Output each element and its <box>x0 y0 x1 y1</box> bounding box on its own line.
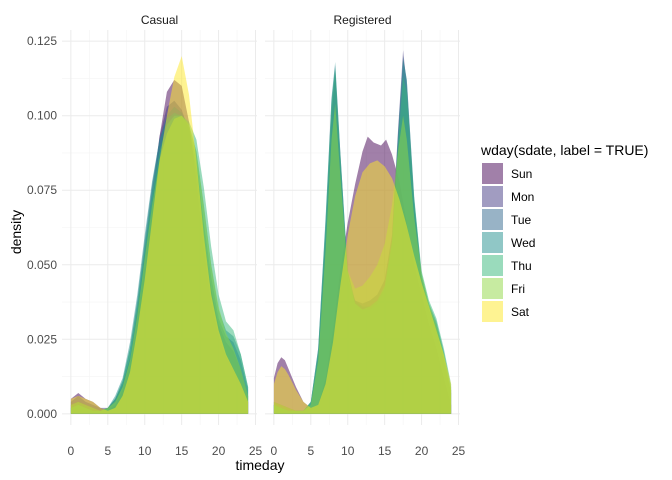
legend-item-wed: Wed <box>482 232 535 253</box>
legend-swatch <box>482 278 503 299</box>
facet-strip-label: Registered <box>333 13 391 27</box>
legend-label: Mon <box>511 190 534 204</box>
legend-swatch <box>482 232 503 253</box>
legend-item-sun: Sun <box>482 163 532 184</box>
y-tick-label: 0.075 <box>27 183 57 197</box>
legend-swatch <box>482 209 503 230</box>
legend-item-fri: Fri <box>482 278 525 299</box>
x-tick-label: 5 <box>307 444 314 458</box>
legend-label: Thu <box>511 259 532 273</box>
y-tick-label: 0.050 <box>27 258 57 272</box>
x-tick-label: 10 <box>341 444 355 458</box>
x-tick-label: 15 <box>378 444 392 458</box>
x-tick-label: 10 <box>138 444 152 458</box>
x-tick-label: 20 <box>212 444 226 458</box>
legend-swatch <box>482 301 503 322</box>
density-area-sat <box>70 56 249 414</box>
legend-label: Sat <box>511 305 530 319</box>
x-tick-label: 15 <box>175 444 189 458</box>
facet-panel-registered: Registered <box>265 13 460 425</box>
facet-strip-label: Casual <box>141 13 178 27</box>
x-tick-label: 0 <box>271 444 278 458</box>
legend-label: Fri <box>511 282 525 296</box>
legend-item-tue: Tue <box>482 209 532 230</box>
y-axis-title: density <box>8 210 24 254</box>
legend-label: Sun <box>511 167 532 181</box>
legend-item-sat: Sat <box>482 301 530 322</box>
legend-swatch <box>482 186 503 207</box>
x-tick-label: 5 <box>104 444 111 458</box>
x-tick-label: 25 <box>452 444 466 458</box>
legend-item-mon: Mon <box>482 186 534 207</box>
x-axis-title: timeday <box>235 457 284 473</box>
legend: wday(sdate, label = TRUE) Sun Mon Tue Wed Th… <box>480 142 648 322</box>
legend-label: Wed <box>511 236 535 250</box>
y-tick-label: 0.000 <box>27 407 57 421</box>
y-tick-label: 0.125 <box>27 34 57 48</box>
density-area-sat <box>273 160 452 414</box>
facet-panel-casual: Casual <box>62 13 257 425</box>
legend-swatch <box>482 255 503 276</box>
legend-item-thu: Thu <box>482 255 532 276</box>
y-tick-label: 0.100 <box>27 109 57 123</box>
y-tick-label: 0.025 <box>27 332 57 346</box>
legend-title: wday(sdate, label = TRUE) <box>480 142 648 158</box>
legend-swatch <box>482 163 503 184</box>
x-tick-label: 25 <box>249 444 263 458</box>
x-tick-label: 0 <box>68 444 75 458</box>
legend-label: Tue <box>511 213 532 227</box>
x-tick-label: 20 <box>415 444 429 458</box>
